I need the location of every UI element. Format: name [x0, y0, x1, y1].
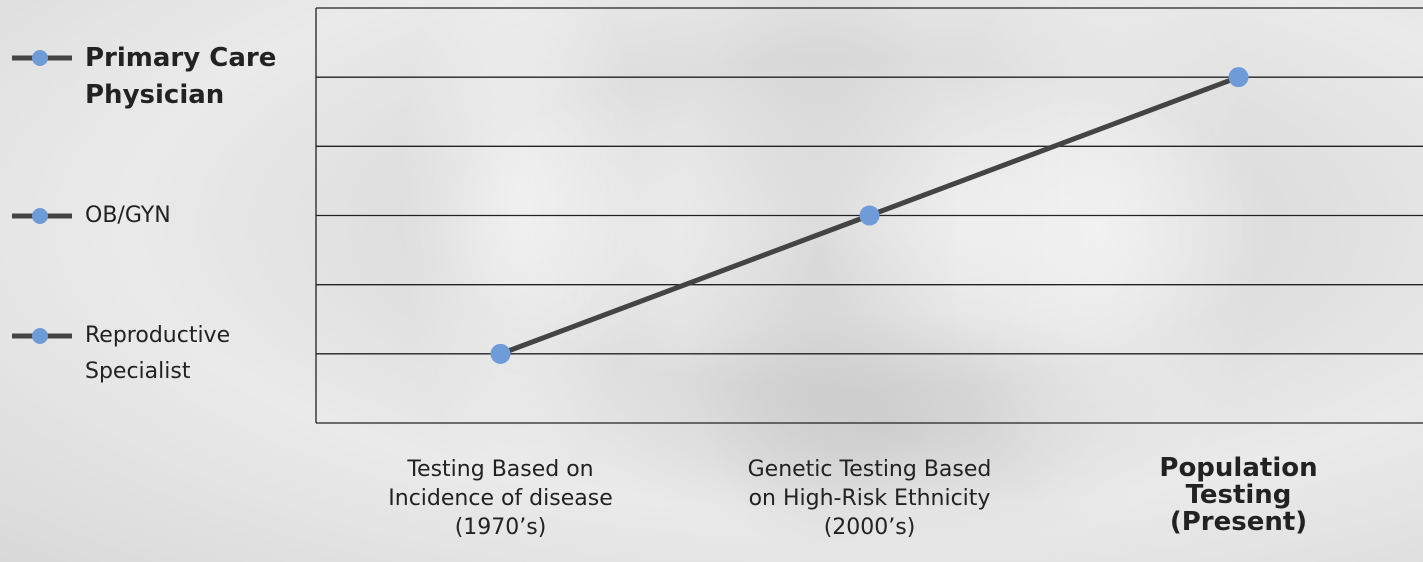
- legend-icon-dot: [32, 208, 48, 224]
- data-point: [491, 344, 511, 364]
- legend-icon: [12, 40, 72, 76]
- y-tick-text: Primary Care Physician: [85, 40, 276, 114]
- legend-icon: [12, 318, 72, 354]
- y-tick-label: Reproductive Specialist: [12, 318, 230, 390]
- legend-icon-dot: [32, 328, 48, 344]
- y-tick-label: OB/GYN: [12, 198, 171, 234]
- y-tick-text: Reproductive Specialist: [85, 318, 230, 390]
- legend-icon: [12, 198, 72, 234]
- page: (() => { const data = JSON.parse(documen…: [0, 0, 1423, 562]
- x-tick-label: Testing Based on Incidence of disease (1…: [331, 455, 671, 542]
- legend-icon-dot: [32, 50, 48, 66]
- x-tick-label: Genetic Testing Based on High-Risk Ethni…: [700, 455, 1040, 542]
- data-point: [1229, 67, 1249, 87]
- x-tick-label: Population Testing (Present): [1069, 455, 1409, 536]
- y-tick-text: OB/GYN: [85, 198, 171, 234]
- data-point: [860, 206, 880, 226]
- y-tick-label: Primary Care Physician: [12, 40, 276, 114]
